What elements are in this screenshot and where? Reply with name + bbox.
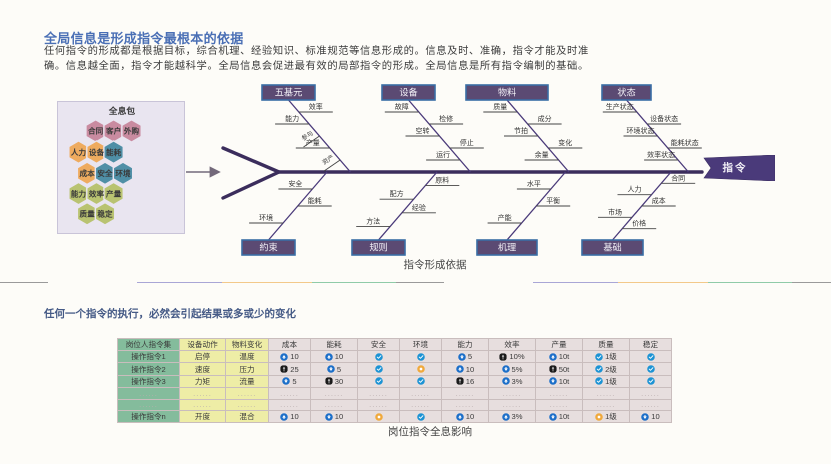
svg-text:空转: 空转: [416, 126, 430, 135]
svg-text:参与: 参与: [300, 129, 315, 142]
svg-text:余量: 余量: [535, 150, 549, 159]
svg-text:外购: 外购: [124, 126, 140, 136]
svg-text:质量: 质量: [80, 209, 96, 219]
svg-text:能耗: 能耗: [308, 196, 322, 205]
svg-text:稳定: 稳定: [97, 209, 113, 219]
svg-text:效率: 效率: [89, 188, 105, 198]
svg-text:生产状态: 生产状态: [606, 102, 634, 111]
svg-text:效率状态: 效率状态: [647, 150, 675, 159]
svg-text:成分: 成分: [538, 114, 552, 123]
svg-text:设备: 设备: [89, 147, 105, 157]
svg-text:节拍: 节拍: [514, 126, 528, 135]
svg-text:安全: 安全: [288, 179, 302, 188]
svg-text:效率: 效率: [309, 102, 323, 111]
svg-text:设备: 设备: [399, 87, 417, 98]
svg-text:人力: 人力: [628, 185, 642, 194]
svg-text:运行: 运行: [436, 150, 450, 159]
svg-text:原料: 原料: [435, 176, 449, 185]
svg-text:产量: 产量: [106, 188, 122, 198]
svg-text:能耗状态: 能耗状态: [671, 138, 699, 147]
svg-text:能力: 能力: [285, 114, 299, 123]
svg-text:规则: 规则: [369, 242, 387, 253]
svg-text:物料: 物料: [498, 87, 516, 98]
svg-text:市场: 市场: [608, 207, 622, 216]
svg-text:环境: 环境: [259, 213, 273, 222]
svg-text:能耗: 能耗: [106, 147, 122, 157]
svg-text:质量: 质量: [493, 102, 507, 111]
svg-text:成本: 成本: [80, 168, 96, 178]
svg-text:方法: 方法: [366, 216, 380, 225]
svg-text:停止: 停止: [460, 138, 474, 147]
svg-text:环境状态: 环境状态: [627, 126, 655, 135]
svg-text:产量: 产量: [306, 138, 320, 147]
svg-text:环境: 环境: [115, 168, 131, 178]
svg-text:机理: 机理: [498, 242, 516, 253]
svg-text:故障: 故障: [395, 102, 409, 111]
svg-text:平衡: 平衡: [546, 196, 560, 205]
svg-text:价格: 价格: [632, 219, 646, 228]
svg-text:客户: 客户: [106, 126, 121, 136]
svg-text:配方: 配方: [390, 189, 404, 198]
svg-text:状态: 状态: [617, 87, 635, 98]
svg-text:五基元: 五基元: [275, 87, 303, 98]
svg-text:合同: 合同: [88, 126, 104, 136]
svg-text:经验: 经验: [412, 203, 426, 212]
svg-text:基础: 基础: [603, 242, 621, 253]
svg-text:約束: 約束: [259, 242, 277, 253]
svg-text:设备状态: 设备状态: [650, 114, 678, 123]
svg-text:水平: 水平: [527, 179, 541, 188]
svg-text:产能: 产能: [498, 213, 512, 222]
svg-text:能力: 能力: [71, 188, 87, 198]
svg-text:检修: 检修: [439, 114, 453, 123]
svg-text:资产: 资产: [321, 153, 336, 166]
svg-text:安全: 安全: [97, 168, 113, 178]
svg-text:合同: 合同: [671, 173, 685, 182]
svg-text:成本: 成本: [652, 196, 666, 205]
svg-text:人力: 人力: [70, 147, 87, 157]
svg-text:变化: 变化: [558, 138, 572, 147]
